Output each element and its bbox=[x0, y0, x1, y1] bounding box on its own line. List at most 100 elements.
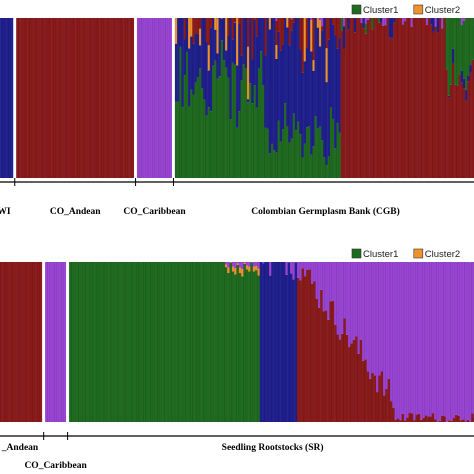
bar-segment-cluster4 bbox=[44, 18, 47, 178]
bar-segment-cluster1 bbox=[222, 60, 226, 179]
bar-segment-cluster4 bbox=[40, 18, 43, 178]
bar-segment-cluster5 bbox=[406, 262, 409, 418]
legend-swatch bbox=[351, 248, 362, 259]
bar-segment-cluster4 bbox=[362, 360, 365, 422]
bar-segment-cluster4 bbox=[107, 18, 111, 178]
bar-segment-cluster1 bbox=[257, 68, 261, 178]
bar-segment-cluster1 bbox=[199, 262, 202, 422]
bar-segment-cluster4 bbox=[18, 262, 22, 422]
bar-segment-cluster3 bbox=[380, 18, 383, 23]
bar-segment-cluster3 bbox=[314, 18, 317, 117]
bar-segment-cluster3 bbox=[190, 36, 193, 90]
bar-segment-cluster3 bbox=[270, 18, 274, 144]
bar-segment-cluster4 bbox=[68, 18, 71, 178]
bar-segment-cluster1 bbox=[129, 262, 133, 422]
bar-segment-cluster5 bbox=[290, 18, 293, 20]
bar-segment-cluster4 bbox=[320, 289, 323, 422]
bar-segment-cluster4 bbox=[264, 18, 267, 56]
bar-segment-cluster1 bbox=[229, 262, 233, 422]
bar-segment-cluster1 bbox=[177, 101, 180, 178]
bar-segment-cluster4 bbox=[313, 281, 316, 422]
bar-segment-cluster5 bbox=[49, 262, 53, 422]
bar-segment-cluster4 bbox=[81, 18, 85, 178]
bar-segment-cluster1 bbox=[220, 262, 223, 422]
bar-segment-cluster1 bbox=[314, 116, 317, 178]
bar-segment-cluster1 bbox=[207, 107, 211, 178]
bar-segment-cluster4 bbox=[33, 18, 37, 178]
bar-segment-cluster4 bbox=[362, 28, 365, 179]
bar-segment-cluster4 bbox=[357, 353, 360, 422]
bar-segment-cluster4 bbox=[385, 388, 388, 422]
bar-segment-cluster1 bbox=[150, 262, 153, 422]
bar-segment-cluster2 bbox=[190, 18, 193, 37]
bar-segment-cluster5 bbox=[438, 262, 442, 421]
bar-segment-cluster5 bbox=[234, 262, 237, 269]
bar-segment-cluster1 bbox=[279, 141, 282, 178]
bar-segment-cluster4 bbox=[99, 18, 102, 178]
bar-segment-cluster1 bbox=[268, 153, 272, 178]
bar-segment-cluster1 bbox=[194, 262, 198, 422]
bar-segment-cluster4 bbox=[351, 18, 354, 178]
bar-segment-cluster1 bbox=[286, 126, 289, 178]
bar-segment-cluster1 bbox=[290, 138, 293, 178]
bar-segment-cluster1 bbox=[377, 18, 381, 23]
bar-segment-cluster4 bbox=[448, 420, 451, 422]
bar-segment-cluster4 bbox=[392, 407, 395, 422]
bar-segment-cluster3 bbox=[246, 99, 250, 103]
bar-segment-cluster1 bbox=[323, 157, 326, 178]
bar-segment-cluster1 bbox=[257, 275, 260, 422]
bar-segment-cluster1 bbox=[124, 262, 128, 422]
bar-segment-cluster5 bbox=[285, 262, 288, 275]
bar-segment-cluster3 bbox=[271, 262, 274, 422]
bar-segment-cluster1 bbox=[162, 262, 165, 422]
bar-segment-cluster4 bbox=[427, 416, 430, 422]
bar-segment-cluster4 bbox=[413, 420, 416, 422]
bar-segment-cluster1 bbox=[318, 126, 322, 178]
bar-segment-cluster4 bbox=[424, 415, 428, 422]
bar-segment-cluster1 bbox=[229, 119, 232, 178]
bar-segment-cluster3 bbox=[289, 273, 293, 422]
bar-segment-cluster4 bbox=[253, 18, 256, 20]
bar-segment-cluster4 bbox=[369, 378, 372, 422]
bar-segment-cluster4 bbox=[401, 413, 405, 422]
bar-segment-cluster3 bbox=[266, 262, 270, 422]
bar-segment-cluster5 bbox=[165, 18, 168, 178]
bar-segment-cluster4 bbox=[417, 413, 421, 422]
bar-segment-cluster2 bbox=[286, 18, 289, 28]
bar-segment-cluster1 bbox=[329, 107, 333, 178]
bar-segment-cluster5 bbox=[392, 262, 395, 408]
bar-segment-cluster2 bbox=[257, 268, 260, 276]
bar-segment-cluster5 bbox=[61, 262, 64, 422]
bar-segment-cluster5 bbox=[231, 262, 235, 267]
bar-segment-cluster2 bbox=[236, 263, 239, 265]
bar-segment-cluster5 bbox=[306, 262, 309, 270]
bar-segment-cluster1 bbox=[113, 262, 116, 422]
bar-segment-cluster1 bbox=[174, 101, 178, 178]
bar-segment-cluster1 bbox=[460, 25, 464, 71]
bar-segment-cluster4 bbox=[51, 18, 54, 178]
bar-segment-cluster5 bbox=[145, 18, 149, 178]
bar-segment-cluster3 bbox=[255, 36, 259, 108]
bar-segment-cluster4 bbox=[194, 18, 197, 34]
bar-segment-cluster4 bbox=[288, 18, 291, 46]
bar-segment-cluster3 bbox=[292, 22, 296, 114]
bar-segment-cluster3 bbox=[229, 18, 232, 120]
group-separator bbox=[134, 16, 138, 180]
bar-segment-cluster3 bbox=[238, 23, 241, 112]
bar-segment-cluster3 bbox=[192, 43, 195, 95]
bar-segment-cluster4 bbox=[364, 359, 367, 422]
bar-segment-cluster4 bbox=[88, 18, 91, 178]
bar-segment-cluster1 bbox=[234, 274, 237, 422]
bar-segment-cluster3 bbox=[203, 18, 206, 100]
bar-segment-cluster3 bbox=[277, 31, 280, 121]
bar-segment-cluster4 bbox=[329, 301, 332, 422]
bar-segment-cluster4 bbox=[86, 18, 89, 178]
bar-segment-cluster4 bbox=[238, 18, 241, 24]
bar-segment-cluster4 bbox=[123, 18, 126, 178]
bar-segment-cluster5 bbox=[450, 262, 453, 421]
bar-segment-cluster5 bbox=[139, 18, 142, 178]
bar-segment-cluster4 bbox=[227, 18, 230, 36]
bar-segment-cluster4 bbox=[364, 33, 368, 179]
bar-segment-cluster5 bbox=[383, 262, 386, 396]
bar-segment-cluster4 bbox=[83, 18, 87, 178]
